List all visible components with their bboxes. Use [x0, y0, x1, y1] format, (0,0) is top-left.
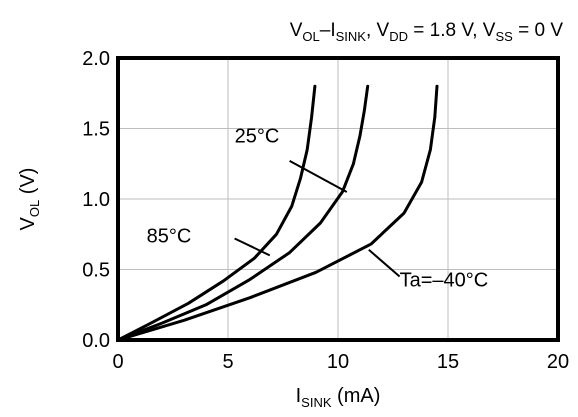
tick-labels: 0 5 10 15 20 0.0 0.5 1.0 1.5 2.0 — [82, 48, 569, 373]
text-part: I — [296, 385, 302, 407]
series-line — [116, 84, 317, 342]
annotation-label: 25°C — [235, 126, 280, 148]
series-line — [116, 84, 439, 342]
text-part: , V — [366, 20, 390, 41]
series-lines — [116, 84, 439, 342]
y-tick-label: 2.0 — [82, 48, 110, 70]
text-part: V — [290, 20, 303, 41]
x-tick-label: 0 — [112, 351, 123, 373]
x-tick-label: 5 — [222, 351, 233, 373]
text-part: OL — [27, 200, 42, 217]
x-tick-label: 15 — [437, 351, 459, 373]
text-part: SINK — [336, 29, 367, 44]
y-tick-label: 1.5 — [82, 119, 110, 141]
y-axis-title: VOL (V) — [17, 168, 42, 231]
text-part: (mA) — [332, 385, 381, 407]
x-tick-label: 20 — [547, 351, 569, 373]
series-line — [116, 84, 370, 342]
x-axis-title: ISINK (mA) — [296, 385, 381, 410]
annotation-leader — [289, 160, 348, 193]
y-tick-label: 1.0 — [82, 189, 110, 211]
plot-frame — [116, 56, 560, 342]
text-part: = 0 V — [513, 20, 563, 41]
text-part: –I — [320, 20, 336, 41]
text-part: SS — [495, 29, 513, 44]
text-part: DD — [389, 29, 408, 44]
y-tick-label: 0.0 — [82, 330, 110, 352]
text-part: SINK — [301, 395, 332, 410]
text-part: V — [17, 216, 39, 230]
annotations: 25°C 85°C Ta=–40°C — [147, 126, 489, 292]
x-tick-label: 10 — [327, 351, 349, 373]
text-part: OL — [302, 29, 319, 44]
annotation-label: 85°C — [147, 226, 192, 248]
text-part: (V) — [17, 168, 39, 200]
chart-title: VOL–ISINK, VDD = 1.8 V, VSS = 0 V — [290, 20, 564, 44]
annotation-label: Ta=–40°C — [400, 269, 489, 291]
annotation-leader — [368, 249, 401, 278]
y-tick-label: 0.5 — [82, 260, 110, 282]
annotation-leader — [234, 237, 271, 257]
text-part: = 1.8 V, V — [408, 20, 496, 41]
